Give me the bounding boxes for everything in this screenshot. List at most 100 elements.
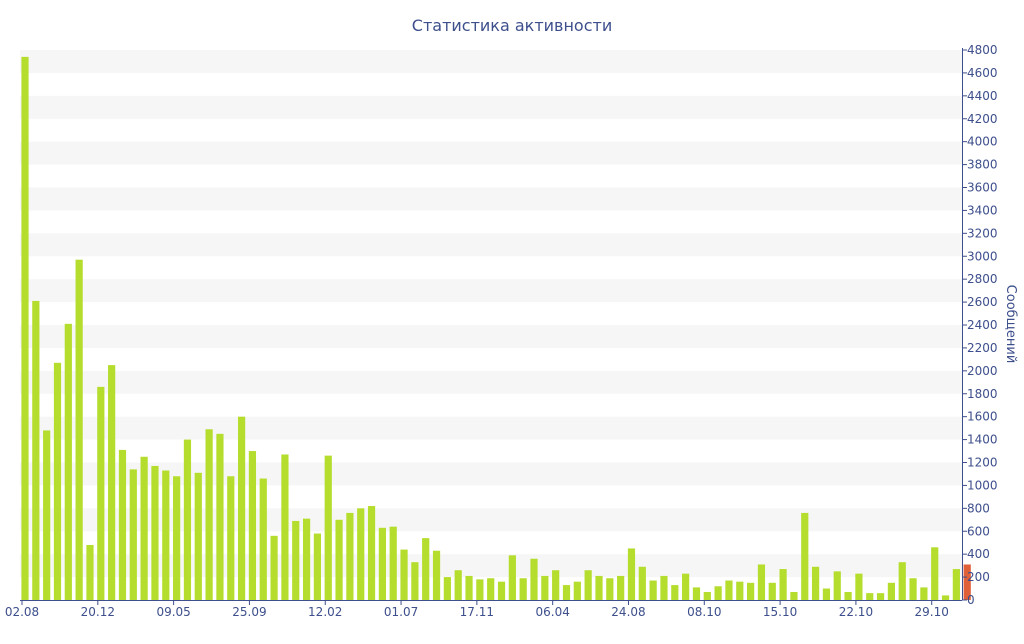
grid-band bbox=[20, 50, 962, 73]
y-tick-label: 3200 bbox=[967, 226, 998, 240]
bar bbox=[497, 581, 506, 600]
x-tick-label: 17.11 bbox=[460, 605, 494, 619]
grid-band bbox=[20, 141, 962, 165]
bar bbox=[952, 569, 960, 600]
bar bbox=[552, 570, 560, 600]
bar bbox=[487, 578, 495, 600]
bar bbox=[573, 581, 581, 600]
bar bbox=[140, 456, 148, 600]
y-tick-label: 3600 bbox=[967, 181, 998, 195]
bar bbox=[887, 582, 895, 600]
bar bbox=[941, 595, 950, 600]
bar-series bbox=[21, 56, 971, 601]
bar bbox=[465, 575, 473, 600]
bar bbox=[541, 575, 549, 600]
bar-current bbox=[963, 564, 971, 600]
bar bbox=[855, 573, 863, 600]
bar bbox=[216, 433, 224, 600]
x-tick-label: 29.10 bbox=[915, 605, 949, 619]
bar bbox=[508, 555, 516, 600]
bar bbox=[703, 591, 711, 600]
y-tick-label: 3400 bbox=[967, 203, 998, 217]
bar bbox=[162, 470, 170, 600]
y-tick-label: 3000 bbox=[967, 249, 998, 263]
bar bbox=[53, 362, 62, 600]
bar bbox=[324, 455, 332, 601]
bar bbox=[86, 545, 94, 600]
bar bbox=[909, 578, 917, 600]
bar bbox=[151, 465, 159, 600]
bar bbox=[292, 520, 300, 600]
y-tick-label: 4000 bbox=[967, 135, 998, 149]
axes: 0 200 400 600 800 1000 1200 1400 1600 1800 2000 220… bbox=[5, 43, 998, 619]
bar bbox=[920, 587, 928, 600]
y-tick-label: 0 bbox=[967, 593, 975, 607]
bar bbox=[259, 478, 267, 600]
bar bbox=[129, 469, 137, 601]
x-tick-label: 06.04 bbox=[535, 605, 569, 619]
bar bbox=[584, 570, 592, 600]
bar bbox=[898, 562, 906, 600]
bar bbox=[270, 535, 278, 600]
bar bbox=[75, 259, 83, 600]
bar bbox=[411, 562, 419, 600]
bar bbox=[378, 527, 386, 600]
y-tick-label: 3800 bbox=[967, 158, 998, 172]
bar bbox=[108, 365, 116, 600]
y-tick-label: 2400 bbox=[967, 318, 998, 332]
bar bbox=[606, 578, 614, 600]
bar bbox=[118, 449, 127, 600]
bar bbox=[649, 580, 657, 600]
x-tick-label: 15.10 bbox=[763, 605, 797, 619]
bar bbox=[833, 571, 841, 600]
bar bbox=[313, 533, 322, 600]
bar bbox=[790, 591, 798, 600]
bar bbox=[367, 506, 376, 600]
chart-title: Статистика активности bbox=[412, 16, 612, 35]
bar bbox=[822, 588, 831, 600]
y-tick-label: 2200 bbox=[967, 341, 998, 355]
y-tick-label: 2000 bbox=[967, 364, 998, 378]
bar bbox=[205, 429, 213, 600]
x-tick-label: 22.10 bbox=[839, 605, 873, 619]
bar bbox=[562, 585, 571, 600]
bar bbox=[736, 581, 744, 600]
bar bbox=[595, 575, 603, 600]
bar bbox=[866, 593, 874, 601]
grid-band bbox=[20, 416, 962, 440]
x-tick-label: 01.07 bbox=[384, 605, 418, 619]
bar bbox=[931, 547, 939, 600]
bar bbox=[432, 550, 441, 600]
bar bbox=[281, 454, 289, 600]
y-tick-label: 600 bbox=[967, 524, 990, 538]
y-tick-label: 4400 bbox=[967, 89, 998, 103]
bar bbox=[617, 575, 625, 600]
grid-band bbox=[20, 233, 962, 257]
y-tick-label: 1000 bbox=[967, 478, 998, 492]
bar bbox=[346, 512, 354, 600]
x-tick-label: 12.02 bbox=[308, 605, 342, 619]
bar bbox=[876, 593, 885, 601]
grid-band bbox=[20, 462, 962, 486]
bar bbox=[671, 585, 679, 600]
bar bbox=[32, 300, 40, 600]
bar bbox=[530, 558, 538, 600]
grid-band bbox=[20, 187, 962, 211]
x-tick-label: 24.08 bbox=[611, 605, 645, 619]
bar bbox=[768, 582, 776, 600]
bar bbox=[476, 579, 484, 601]
bar bbox=[227, 476, 235, 600]
bar bbox=[422, 538, 430, 601]
bar bbox=[519, 578, 527, 600]
bar bbox=[400, 549, 408, 600]
x-tick-label: 25.09 bbox=[232, 605, 266, 619]
y-tick-label: 200 bbox=[967, 570, 990, 584]
grid-band bbox=[20, 95, 962, 119]
grid-band bbox=[20, 554, 962, 578]
bar bbox=[43, 430, 51, 600]
bar bbox=[801, 512, 809, 600]
bar bbox=[660, 575, 668, 600]
y-tick-label: 400 bbox=[967, 547, 990, 561]
